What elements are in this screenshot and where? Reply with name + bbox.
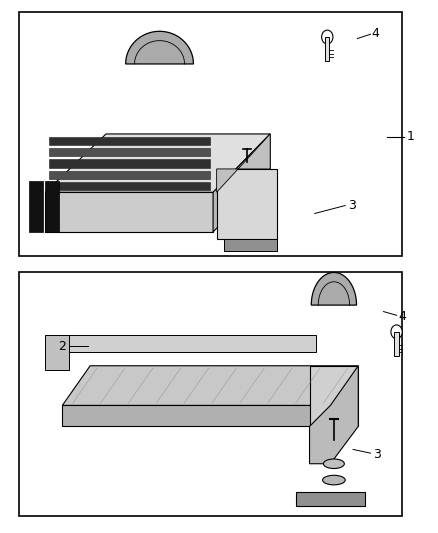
Polygon shape: [296, 492, 365, 506]
Polygon shape: [217, 169, 277, 239]
Ellipse shape: [323, 459, 344, 469]
Polygon shape: [46, 192, 213, 232]
Polygon shape: [29, 181, 43, 232]
Polygon shape: [126, 31, 194, 64]
Bar: [325, 37, 329, 61]
Circle shape: [391, 325, 402, 338]
Polygon shape: [49, 182, 209, 190]
Bar: [394, 332, 399, 356]
Polygon shape: [49, 137, 209, 145]
Text: 1: 1: [406, 130, 414, 143]
Polygon shape: [62, 366, 358, 406]
Text: 3: 3: [373, 448, 381, 461]
Ellipse shape: [322, 475, 345, 485]
Polygon shape: [310, 366, 358, 426]
Polygon shape: [62, 335, 317, 352]
Text: 4: 4: [372, 27, 380, 39]
Bar: [19, 12, 402, 256]
Polygon shape: [49, 148, 209, 156]
Polygon shape: [46, 134, 270, 192]
Polygon shape: [46, 181, 59, 232]
Polygon shape: [49, 171, 209, 179]
Polygon shape: [311, 272, 357, 305]
Polygon shape: [224, 239, 277, 251]
Bar: [19, 272, 402, 516]
Polygon shape: [49, 159, 209, 167]
Text: 3: 3: [348, 199, 356, 212]
Text: 2: 2: [58, 340, 66, 352]
Polygon shape: [213, 134, 270, 232]
Polygon shape: [310, 366, 358, 464]
Circle shape: [321, 30, 333, 44]
Polygon shape: [62, 406, 330, 426]
Text: 4: 4: [399, 310, 406, 323]
Polygon shape: [45, 335, 69, 370]
Polygon shape: [217, 134, 270, 192]
